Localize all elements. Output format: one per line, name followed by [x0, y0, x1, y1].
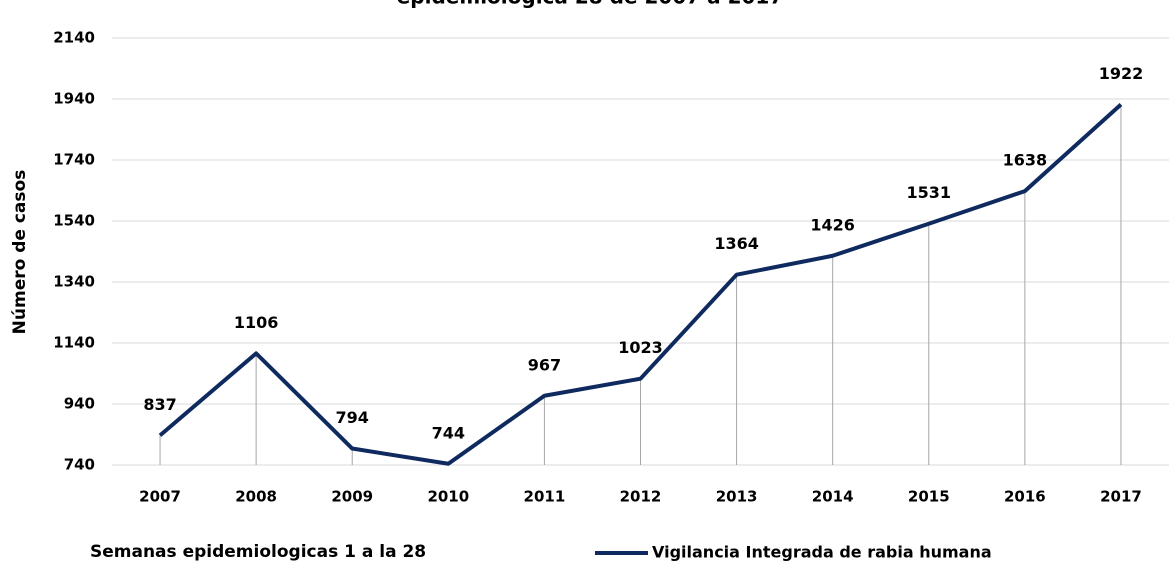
x-axis-label: Semanas epidemiologicas 1 a la 28 [90, 542, 426, 562]
x-tick-label: 2007 [139, 488, 181, 506]
x-tick-label: 2012 [620, 488, 662, 506]
data-label: 1922 [1099, 64, 1144, 83]
x-tick-label: 2014 [812, 488, 854, 506]
series-line [158, 103, 1123, 466]
data-label: 1106 [234, 313, 279, 332]
x-tick-label: 2008 [235, 488, 277, 506]
data-label: 794 [336, 408, 369, 427]
data-label: 1638 [1003, 151, 1048, 170]
data-label: 1531 [907, 183, 952, 202]
x-tick-label: 2010 [427, 488, 469, 506]
y-tick-label: 1540 [53, 212, 95, 230]
x-tick-label: 2013 [716, 488, 758, 506]
x-tick-label: 2011 [524, 488, 566, 506]
data-label: 837 [143, 395, 176, 414]
x-tick-label: 2009 [331, 488, 373, 506]
y-tick-label: 1740 [53, 151, 95, 169]
data-label: 1364 [714, 234, 759, 253]
y-tick-label: 1940 [53, 90, 95, 108]
y-tick-label: 2140 [53, 29, 95, 47]
y-tick-label: 740 [64, 456, 95, 474]
y-axis-label: Número de casos [10, 170, 30, 335]
data-label: 967 [528, 355, 561, 374]
y-tick-label: 940 [64, 395, 95, 413]
legend-label: Vigilancia Integrada de rabia humana [652, 543, 992, 562]
data-label: 1426 [810, 215, 855, 234]
x-tick-label: 2015 [908, 488, 950, 506]
y-tick-label: 1340 [53, 273, 95, 291]
chart-title: epidemiológica 28 de 2007 a 2017 [397, 0, 784, 9]
x-tick-label: 2016 [1004, 488, 1046, 506]
y-tick-label: 1140 [53, 334, 95, 352]
data-label: 1023 [618, 338, 663, 357]
data-label: 744 [432, 423, 465, 442]
x-tick-label: 2017 [1100, 488, 1142, 506]
